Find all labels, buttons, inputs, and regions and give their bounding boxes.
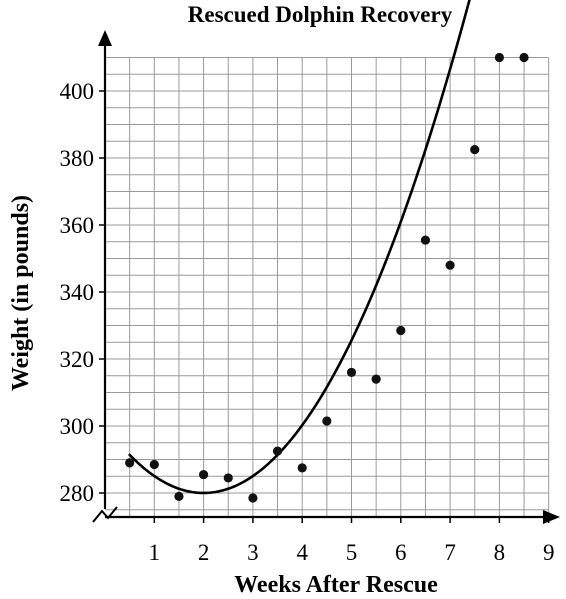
chart-title: Rescued Dolphin Recovery — [188, 2, 453, 27]
y-axis-break-mark — [92, 506, 118, 523]
x-tick-label: 1 — [149, 540, 161, 565]
y-tick-label: 280 — [60, 481, 95, 506]
data-point — [346, 367, 357, 377]
x-tick-label: 3 — [247, 540, 259, 565]
x-tick-label: 7 — [444, 540, 456, 565]
data-point — [396, 325, 406, 336]
y-tick-label: 340 — [60, 280, 95, 305]
data-point — [297, 463, 307, 473]
grid — [105, 57, 550, 517]
tick-labels: 1 2 3 4 5 6 7 8 9 280 300 320 340 360 380 400 — [60, 79, 555, 565]
y-tick-label: 300 — [60, 414, 95, 439]
data-points — [125, 52, 529, 503]
data-point — [494, 52, 504, 63]
trend-curve-group — [128, 0, 471, 495]
data-point — [174, 491, 184, 501]
data-point — [371, 374, 381, 384]
data-point — [199, 469, 209, 480]
data-point — [445, 260, 455, 270]
data-point — [125, 458, 135, 468]
y-tick-label: 380 — [60, 146, 95, 171]
y-tick-label: 360 — [60, 213, 95, 238]
x-tick-label: 4 — [296, 540, 308, 565]
x-tick-label: 5 — [346, 540, 358, 565]
axes — [92, 30, 560, 524]
y-tick-label: 320 — [60, 347, 95, 372]
x-tick-label: 8 — [494, 540, 506, 565]
data-point — [322, 416, 332, 426]
x-tick-label: 6 — [395, 540, 407, 565]
x-axis-arrowhead — [543, 510, 560, 524]
data-point — [248, 493, 258, 503]
y-axis-arrowhead — [98, 30, 112, 46]
y-tick-label: 400 — [60, 79, 95, 104]
data-point — [223, 473, 233, 483]
data-point — [420, 235, 431, 245]
data-point — [519, 52, 529, 63]
x-axis-label: Weeks After Rescue — [234, 572, 438, 598]
x-tick-label: 2 — [198, 540, 210, 565]
y-axis-label: Weight (in pounds) — [8, 195, 34, 391]
data-point — [149, 459, 159, 470]
x-tick-label: 9 — [543, 540, 555, 565]
data-point — [272, 446, 283, 456]
data-point — [470, 145, 480, 155]
trend-curve — [128, 0, 471, 495]
